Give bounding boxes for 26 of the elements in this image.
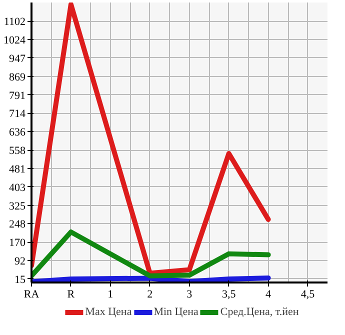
- y-tick-label: 325: [9, 200, 26, 212]
- y-tick-label: 248: [9, 218, 26, 231]
- x-tick-label: 4,5: [300, 288, 316, 300]
- y-tick-label: 869: [9, 71, 26, 84]
- x-tick-label: 4: [266, 288, 272, 300]
- x-tick-label: 3,5: [222, 288, 236, 300]
- x-tick-label: 2: [147, 288, 153, 300]
- y-tick-label: 714: [9, 108, 26, 120]
- y-tick-label: 558: [9, 145, 26, 158]
- y-tick-label: 170: [9, 237, 26, 250]
- y-tick-label: 791: [9, 90, 26, 102]
- x-tick-label: 1: [108, 288, 114, 300]
- x-tick-label: RA: [24, 288, 40, 300]
- legend-label: Сред.Цена, т.йен: [220, 306, 299, 318]
- legend-label: Min Цена: [154, 306, 198, 318]
- y-tick-label: 92: [14, 256, 26, 268]
- y-tick-label: 947: [9, 52, 26, 65]
- legend-label: Max Цена: [85, 306, 132, 318]
- y-tick-label: 1102: [4, 16, 26, 28]
- x-tick-label: R: [67, 288, 76, 300]
- y-tick-label: 1024: [4, 34, 26, 47]
- y-tick-label: 403: [9, 182, 26, 194]
- x-tick-label: 3: [186, 288, 193, 300]
- y-tick-label: 636: [9, 126, 26, 139]
- y-tick-label: 481: [9, 163, 26, 176]
- y-tick-label: 15: [14, 274, 26, 286]
